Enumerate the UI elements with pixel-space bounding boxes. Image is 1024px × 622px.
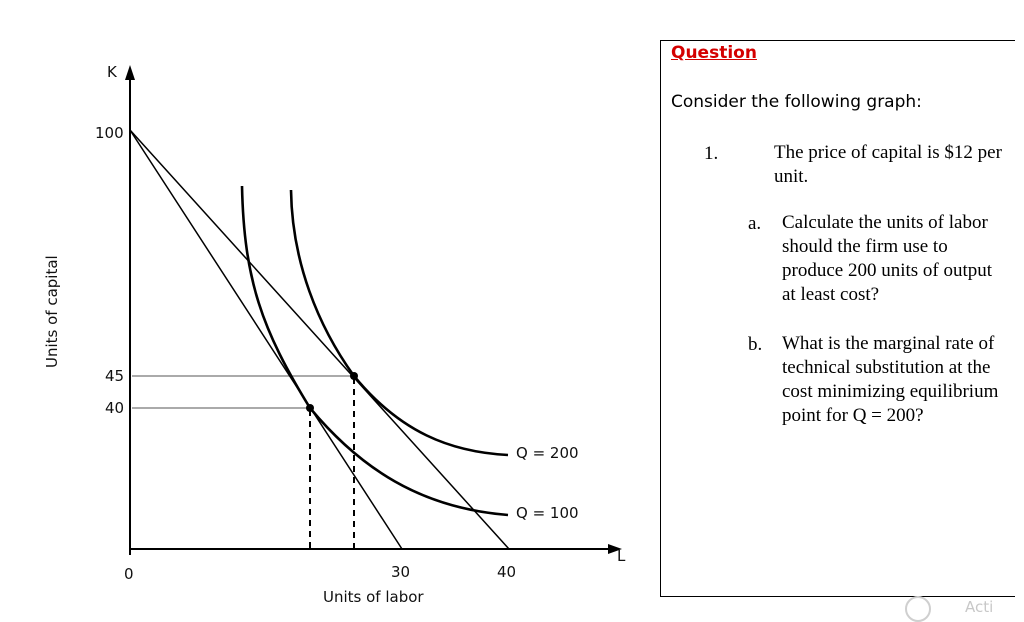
x-tick-30: 30 [391, 563, 410, 581]
y-tick-40: 40 [105, 399, 124, 417]
isocost-line-40 [129, 129, 510, 550]
y-tick-100: 100 [95, 124, 124, 142]
x-axis-arrow [608, 544, 622, 554]
sub-a-label: a. [748, 213, 762, 234]
y-tick-45: 45 [105, 367, 124, 385]
question-panel: Question Consider the following graph: 1… [660, 40, 1015, 597]
question-heading: Question [671, 43, 757, 63]
isoquant-graph: K L 100 45 40 0 30 40 Units of labor Uni… [43, 63, 626, 606]
curve-label-q100: Q = 100 [516, 504, 579, 522]
curve-label-q200: Q = 200 [516, 444, 579, 462]
item-text: The price of capital is $12 per unit. [774, 142, 1002, 187]
y-axis-arrow [125, 65, 135, 80]
x-tick-40: 40 [497, 563, 516, 581]
tangency-point-q200 [350, 372, 358, 380]
x-axis-title: Units of labor [323, 588, 424, 606]
origin-label: 0 [124, 565, 134, 583]
isocost-line-30 [129, 129, 403, 550]
isoquant-q200 [289, 189, 509, 457]
sub-b-label: b. [748, 334, 763, 355]
item-number: 1. [704, 143, 719, 164]
watermark-circle-icon [905, 596, 931, 622]
sub-b-text: What is the marginal rate of technical s… [782, 333, 999, 426]
y-axis-symbol: K [107, 63, 118, 81]
tangency-point-q100 [306, 404, 314, 412]
sub-a-text: Calculate the units of labor should the … [782, 212, 993, 305]
isoquant-q100 [240, 185, 509, 517]
watermark-hint-text: Acti [965, 598, 994, 616]
y-axis-title: Units of capital [43, 255, 61, 368]
x-axis-symbol: L [617, 547, 626, 565]
question-intro: Consider the following graph: [671, 92, 922, 112]
